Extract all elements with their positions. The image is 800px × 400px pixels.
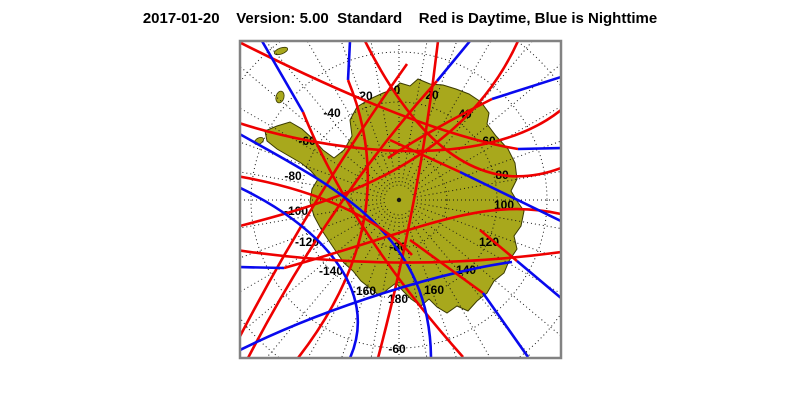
nighttime-track-segment: [459, 170, 560, 222]
daytime-track-segment: [364, 42, 560, 178]
ground-track: [409, 238, 530, 357]
meridian-line: [307, 42, 391, 185]
ground-track: [247, 42, 471, 357]
longitude-label: -80: [284, 169, 302, 183]
nighttime-track-segment: [435, 42, 471, 82]
ground-track: [241, 207, 560, 270]
longitude-label: -140: [319, 264, 343, 278]
meridian-line: [414, 208, 560, 294]
ground-track: [241, 133, 433, 357]
meridian-line: [410, 42, 533, 187]
meridian-line: [401, 217, 428, 357]
daytime-track-segment: [376, 42, 440, 357]
meridian-line: [404, 42, 458, 184]
meridian-line: [416, 202, 560, 229]
daytime-track-segment: [409, 238, 484, 295]
daytime-track-segment: [241, 42, 519, 228]
meridian-line: [370, 217, 397, 357]
meridian-line: [241, 171, 382, 198]
nighttime-track-segment: [261, 42, 305, 113]
meridian-line: [412, 211, 560, 336]
nighttime-track-segment: [481, 292, 530, 357]
ground-track: [241, 260, 513, 351]
meridian-line: [414, 106, 560, 192]
nighttime-track-segment: [346, 42, 352, 81]
longitude-label: 120: [479, 235, 499, 249]
meridian-line: [404, 216, 457, 357]
daytime-track-segment: [241, 175, 413, 256]
longitude-label: 160: [424, 283, 444, 297]
nighttime-track-segment: [241, 260, 513, 351]
meridian-line: [307, 215, 391, 357]
ground-track: [376, 42, 440, 357]
daytime-track-segment: [247, 80, 438, 357]
island: [273, 46, 289, 56]
meridian-line: [241, 208, 384, 292]
ground-track: [387, 75, 560, 160]
meridian-line: [410, 213, 532, 357]
island: [275, 90, 285, 104]
ground-track: [364, 42, 560, 178]
meridian-line: [407, 215, 491, 357]
daytime-track-segment: [389, 138, 461, 174]
ground-track: [241, 249, 560, 264]
nighttime-track-segment: [517, 146, 560, 151]
meridian-line: [241, 108, 384, 192]
ground-track: [241, 42, 519, 228]
ground-track: [241, 63, 409, 338]
daytime-track-segment: [241, 249, 560, 264]
meridian-line: [241, 205, 383, 259]
daytime-track-segment: [479, 229, 518, 262]
pole-mark: [396, 197, 402, 203]
ground-track: [479, 229, 560, 299]
daytime-track-segment: [241, 63, 409, 338]
antarctica-coastline: [264, 78, 525, 314]
plot-title: 2017-01-20 Version: 5.00 Standard Red is…: [142, 10, 658, 27]
meridian-line: [265, 42, 388, 187]
ground-track: [241, 175, 413, 256]
ground-tracks: [241, 42, 560, 357]
longitude-label: 0: [394, 83, 401, 97]
plot-frame: [238, 39, 563, 360]
nighttime-track-segment: [241, 265, 285, 270]
nighttime-track-segment: [491, 75, 560, 101]
latitude-circle: [350, 151, 448, 249]
meridian-line: [370, 42, 397, 183]
plot-clip-group: 0 20406080100120140160180-160-140-120-100…: [241, 42, 560, 357]
longitude-label: -40: [323, 106, 341, 120]
meridian-line: [241, 141, 383, 195]
daytime-track-segment: [283, 207, 560, 270]
daytime-track-segment: [387, 97, 493, 160]
longitude-label: -160: [352, 284, 376, 298]
ground-track: [389, 138, 560, 222]
nighttime-track-segment: [241, 133, 433, 357]
latitude-circle: [250, 51, 548, 349]
nighttime-track-segment: [516, 260, 560, 299]
meridian-line: [266, 213, 388, 357]
meridian-line: [407, 42, 491, 185]
meridian-line: [416, 171, 560, 198]
meridian-line: [241, 66, 386, 189]
latitude-label: -60: [388, 342, 406, 356]
antarctica-landmass: [254, 46, 525, 314]
